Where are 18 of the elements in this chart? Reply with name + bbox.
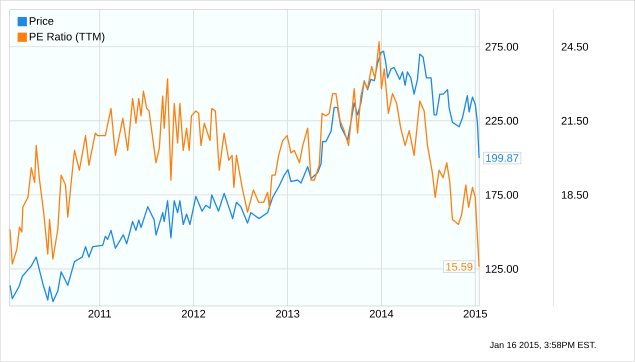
x-tick-label: 2012	[182, 310, 206, 318]
y2-tick-label: 18.50	[562, 191, 588, 199]
data-label: 15.59	[446, 262, 472, 271]
x-tick-label: 2015	[464, 310, 488, 318]
text: Jan 16 2015, 3:58PM EST.	[490, 342, 596, 350]
y-tick-label: 125.00	[486, 265, 518, 273]
legend-label: Price	[30, 16, 54, 26]
y-tick-label: 175.00	[486, 191, 518, 199]
legend-label: PE Ratio (TTM)	[30, 32, 104, 43]
x-tick-label: 2013	[276, 310, 300, 318]
data-label: 199.87	[486, 154, 518, 162]
y2-tick-label: 24.50	[562, 42, 588, 51]
x-tick-label: 2011	[88, 310, 111, 318]
y2-tick-label: 21.50	[562, 117, 588, 125]
y-tick-label: 225.00	[486, 117, 518, 125]
y-tick-label: 275.00	[486, 42, 518, 51]
x-tick-label: 2014	[370, 310, 394, 318]
line-series	[9, 50, 480, 302]
